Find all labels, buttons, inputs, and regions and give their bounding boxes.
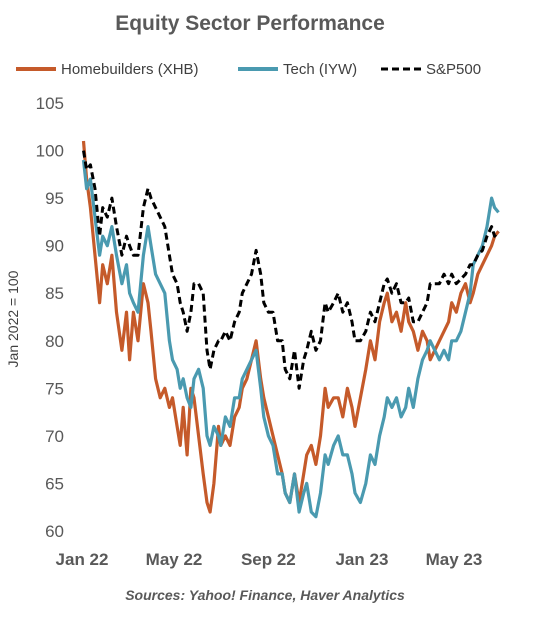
x-axis-ticks: Jan 22 May 22 Sep 22 Jan 23 May 23 — [56, 550, 483, 569]
y-tick-label: 70 — [45, 427, 64, 446]
y-tick-label: 90 — [45, 237, 64, 256]
y-tick-label: 65 — [45, 474, 64, 493]
series-line-homebuilders — [81, 140, 500, 514]
x-tick-label: Sep 22 — [241, 550, 296, 569]
y-tick-label: 75 — [45, 379, 64, 398]
y-tick-label: 105 — [36, 94, 64, 113]
x-tick-label: May 23 — [426, 550, 483, 569]
y-tick-label: 60 — [45, 522, 64, 541]
x-tick-label: Jan 22 — [56, 550, 109, 569]
legend-label-xhb: Homebuilders (XHB) — [61, 61, 199, 78]
legend-label-spx: S&P500 — [426, 61, 481, 78]
source-note: Sources: Yahoo! Finance, Haver Analytics — [125, 587, 405, 603]
series-layer — [81, 140, 500, 519]
y-tick-label: 100 — [36, 142, 64, 161]
x-tick-label: May 22 — [146, 550, 203, 569]
y-tick-label: 85 — [45, 284, 64, 303]
chart-title: Equity Sector Performance — [115, 12, 385, 35]
x-tick-label: Jan 23 — [335, 550, 388, 569]
legend: Homebuilders (XHB) Tech (IYW) S&P500 — [16, 61, 481, 78]
y-tick-label: 80 — [45, 332, 64, 351]
y-axis-ticks: 60 65 70 75 80 85 90 95 100 105 — [36, 94, 64, 541]
legend-label-iyw: Tech (IYW) — [283, 61, 357, 78]
series-line-tech — [81, 159, 500, 519]
y-tick-label: 95 — [45, 189, 64, 208]
series-line-sp500 — [82, 150, 500, 390]
y-axis-label: Jan 2022 = 100 — [5, 270, 21, 367]
